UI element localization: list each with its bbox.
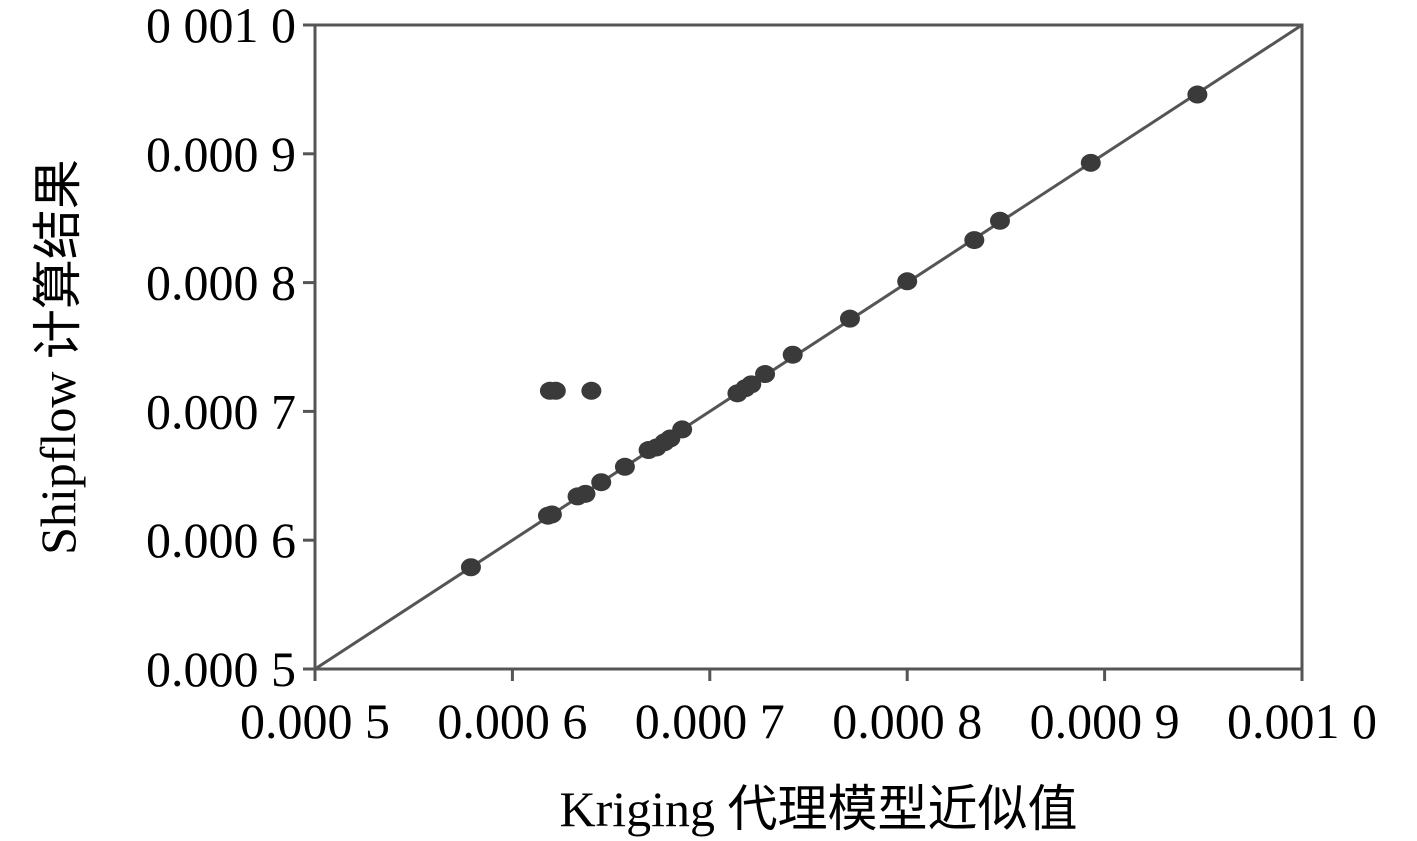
data-point [591, 473, 612, 492]
plot-area-frame [313, 23, 1304, 671]
y-tick-label: 0.000 6 [146, 512, 296, 568]
y-tick-label: 0 001 0 [146, 0, 296, 53]
y-axis-title: Shipflow 计算结果 [30, 159, 86, 555]
y-axis-ticks: 0.000 5 0.000 6 0.000 7 0.000 8 0.000 9 0 001… [146, 0, 315, 697]
reference-line-y-equals-x [314, 23, 1303, 671]
x-tick-label: 0.001 0 [1227, 693, 1377, 749]
x-tick-label: 0.000 9 [1030, 693, 1180, 749]
data-points-layer [460, 85, 1208, 577]
data-point [741, 375, 762, 394]
data-point [897, 272, 918, 291]
data-point [964, 231, 985, 250]
data-point [1080, 153, 1101, 172]
data-point [614, 457, 635, 476]
data-point [460, 558, 481, 577]
x-tick-label: 0.000 7 [635, 693, 785, 749]
data-point [575, 484, 596, 503]
x-axis-ticks: 0.000 5 0.000 6 0.000 7 0.000 8 0.000 9 0.001… [240, 669, 1377, 749]
data-point [989, 211, 1010, 230]
y-tick-label: 0.000 9 [146, 126, 296, 182]
y-tick-label: 0.000 5 [146, 641, 296, 697]
data-point [755, 365, 776, 384]
reference-line-layer [314, 23, 1303, 671]
x-tick-label: 0.000 8 [832, 693, 982, 749]
data-point [672, 420, 693, 439]
data-point [782, 345, 803, 364]
y-tick-label: 0.000 7 [146, 383, 296, 439]
data-point [839, 309, 860, 328]
x-axis-title: Kriging 代理模型近似值 [559, 781, 1077, 837]
x-tick-label: 0.000 5 [240, 693, 390, 749]
data-point [541, 505, 562, 524]
data-point [545, 381, 566, 400]
y-tick-label: 0.000 8 [146, 255, 296, 311]
data-point [581, 381, 602, 400]
x-tick-label: 0.000 6 [437, 693, 587, 749]
data-point [1187, 85, 1208, 104]
